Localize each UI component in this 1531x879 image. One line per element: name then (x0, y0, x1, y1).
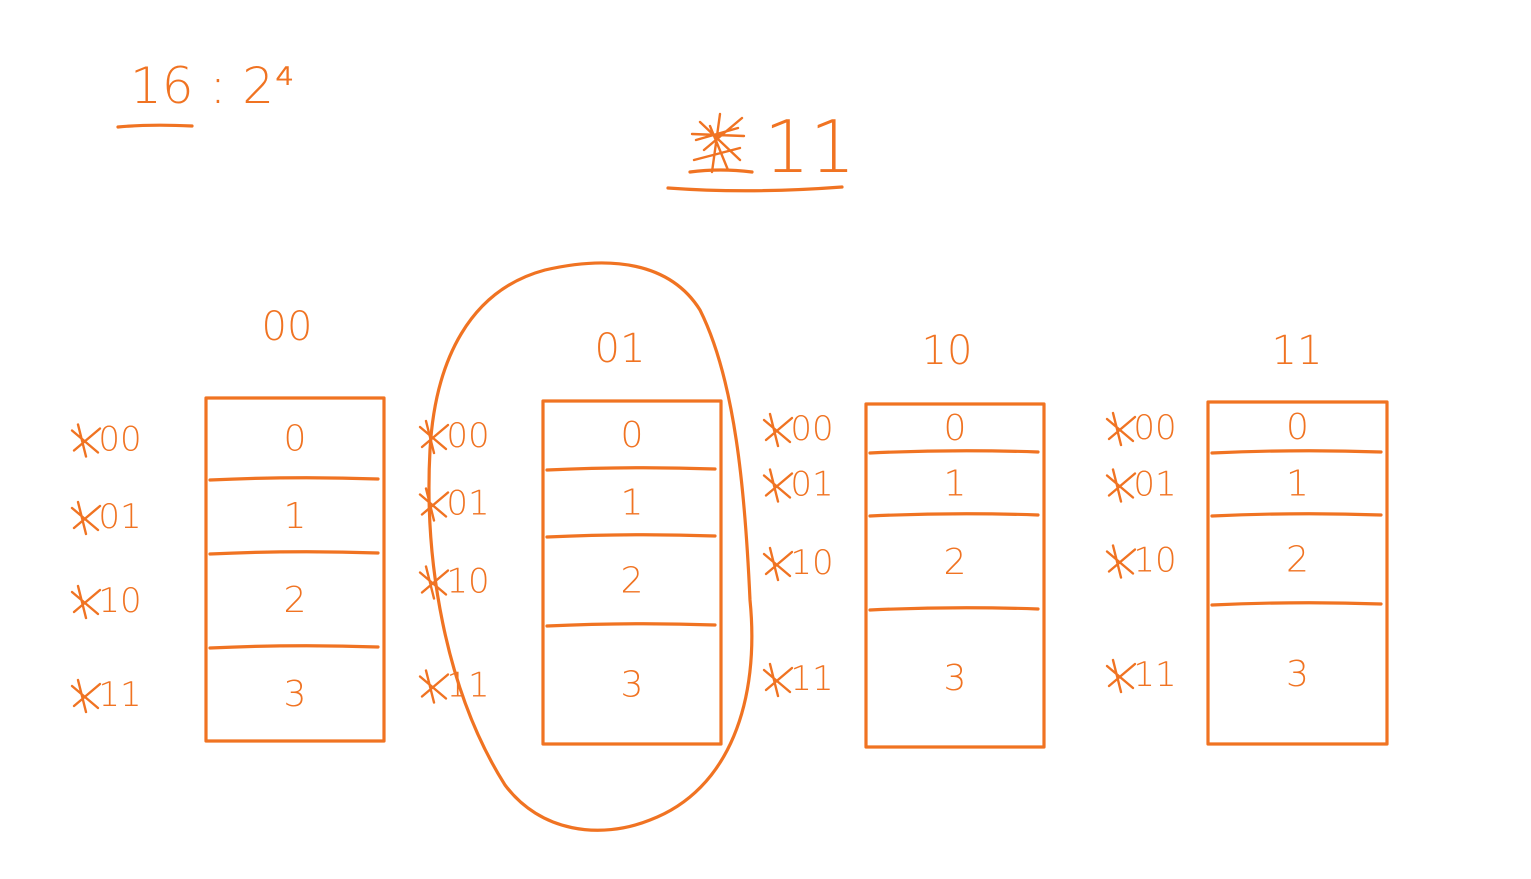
title-scribble (688, 112, 754, 174)
row-address: 10 (418, 562, 490, 602)
cell-value: 0 (1286, 407, 1309, 448)
cell-divider (1210, 449, 1383, 455)
row-address-label: 11 (98, 675, 141, 715)
row-address: 00 (418, 416, 490, 456)
crossed-prefix-scribble (70, 423, 102, 458)
cell-value: 1 (1286, 464, 1309, 505)
crossed-prefix-scribble (418, 565, 450, 600)
title-text: 11 (764, 105, 856, 189)
row-address: 00 (1105, 408, 1177, 448)
cell-value: 2 (284, 580, 307, 621)
cell-value: 1 (621, 483, 644, 524)
crossed-prefix-scribble (70, 500, 102, 536)
row-address: 11 (418, 666, 490, 706)
cell-divider (208, 550, 380, 556)
row-address-label: 01 (98, 497, 141, 537)
fraction-underline (116, 123, 194, 129)
row-address: 01 (762, 465, 834, 505)
row-address-label: 01 (790, 465, 833, 505)
cell-value: 3 (1286, 654, 1309, 695)
row-address-label: 10 (790, 543, 833, 583)
highlight-circle (427, 261, 754, 832)
cell-divider (545, 533, 717, 539)
cell-divider (1210, 601, 1383, 607)
column-box (204, 396, 386, 743)
row-address: 11 (762, 659, 834, 699)
cell-divider (868, 449, 1040, 455)
crossed-prefix-scribble (418, 669, 450, 704)
cell-value: 0 (944, 408, 967, 449)
row-address: 10 (70, 581, 142, 621)
row-address: 01 (418, 484, 490, 524)
cell-divider (868, 512, 1040, 518)
cell-value: 3 (284, 674, 307, 715)
column-box (1206, 400, 1389, 746)
crossed-prefix-scribble (762, 412, 794, 448)
column-box (541, 399, 723, 746)
cell-value: 0 (621, 415, 644, 456)
cell-value: 1 (284, 496, 307, 537)
row-address-label: 00 (790, 409, 833, 449)
cell-value: 2 (621, 561, 644, 602)
cell-divider (868, 606, 1040, 612)
crossed-prefix-scribble (70, 678, 102, 714)
row-address-label: 01 (446, 484, 489, 524)
crossed-prefix-scribble (1105, 468, 1137, 503)
row-address: 00 (762, 409, 834, 449)
row-address-label: 01 (1133, 465, 1176, 505)
column-label: 11 (1272, 328, 1323, 374)
cell-value: 2 (1286, 540, 1309, 581)
row-address: 01 (70, 497, 142, 537)
row-address-label: 00 (98, 420, 141, 460)
fraction-note: 16 : 2⁴ (116, 57, 294, 129)
cell-value: 3 (944, 658, 967, 699)
crossed-prefix-scribble (762, 468, 794, 503)
row-address: 01 (1105, 465, 1177, 505)
row-address-label: 00 (446, 416, 489, 456)
crossed-prefix-scribble (1105, 544, 1137, 579)
crossed-prefix-scribble (762, 546, 794, 582)
cell-divider (545, 466, 717, 472)
row-address: 10 (1105, 541, 1177, 581)
cell-value: 2 (944, 542, 967, 583)
cell-value: 1 (944, 464, 967, 505)
crossed-prefix-scribble (1105, 658, 1137, 694)
row-address-label: 11 (446, 666, 489, 706)
cell-divider (208, 644, 380, 650)
column-label: 00 (262, 304, 313, 350)
row-address: 10 (762, 543, 834, 583)
row-address-label: 10 (1133, 541, 1176, 581)
cell-divider (1210, 512, 1383, 518)
crossed-prefix-scribble (70, 584, 102, 620)
cell-value: 3 (621, 665, 644, 706)
column-label: 01 (595, 326, 646, 372)
column-label: 10 (922, 328, 973, 374)
row-address-label: 10 (98, 581, 141, 621)
column-group: 0001230001101101012300011011100123000110… (70, 304, 1389, 749)
cell-divider (208, 476, 380, 482)
row-address: 00 (70, 420, 142, 460)
row-address-label: 00 (1133, 408, 1176, 448)
cell-divider (545, 622, 717, 628)
row-address-label: 11 (1133, 655, 1176, 695)
cell-value: 0 (284, 419, 307, 460)
crossed-prefix-scribble (762, 662, 794, 698)
crossed-prefix-scribble (418, 419, 450, 455)
row-address-label: 11 (790, 659, 833, 699)
row-address: 11 (70, 675, 142, 715)
crossed-prefix-scribble (418, 487, 450, 522)
crossed-prefix-scribble (1105, 411, 1137, 447)
row-address-label: 10 (446, 562, 489, 602)
title-note: 11 (666, 105, 856, 193)
fraction-text: 16 : 2⁴ (130, 57, 294, 115)
title-underline (666, 185, 844, 193)
row-address: 11 (1105, 655, 1177, 695)
column-box (864, 402, 1046, 749)
